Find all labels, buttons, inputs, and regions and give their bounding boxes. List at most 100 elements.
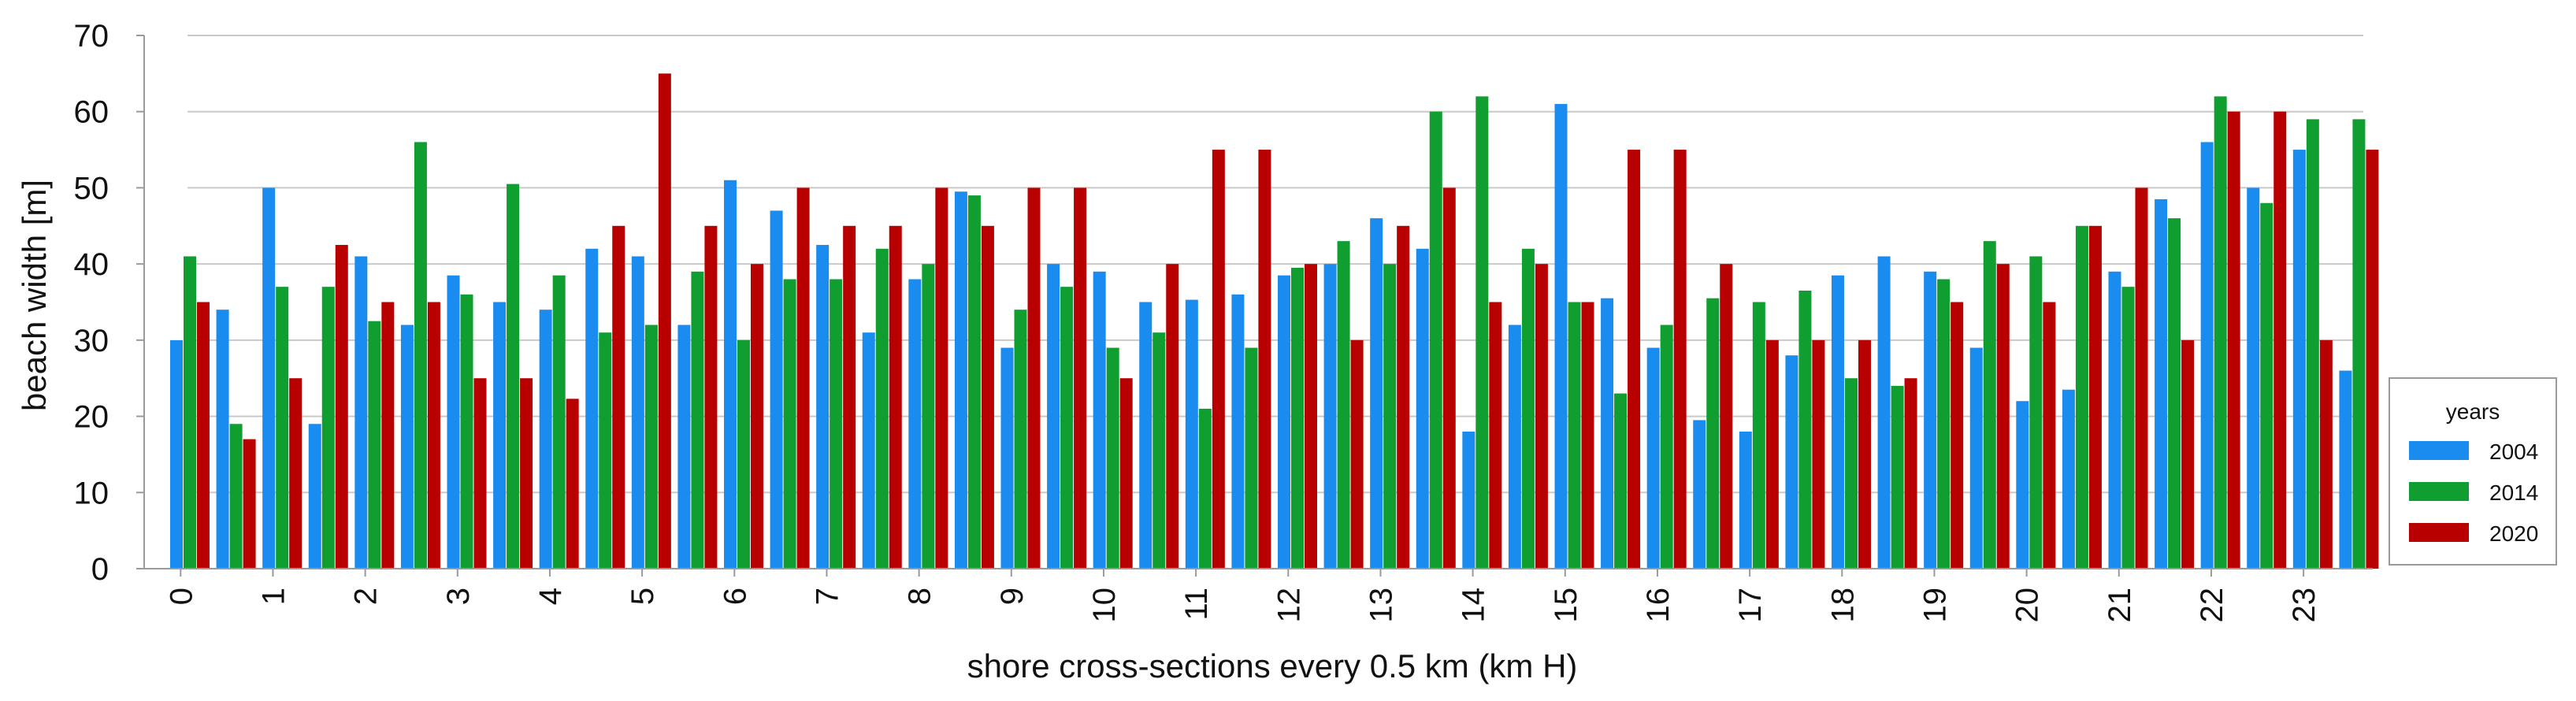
bar-2020-7 xyxy=(843,225,856,569)
x-tick-label: 23 xyxy=(2287,588,2322,623)
bar-2014-11 xyxy=(1198,408,1212,569)
bar-2020-17.5 xyxy=(1812,339,1825,569)
bar-2014-8.5 xyxy=(967,195,981,569)
legend-swatch-2020 xyxy=(2409,523,2469,542)
x-tick-label: 6 xyxy=(718,588,752,605)
bar-2020-2.5 xyxy=(427,302,440,569)
bar-2014-10.5 xyxy=(1153,332,1166,569)
bar-2020-0 xyxy=(197,302,210,569)
bar-2014-12.5 xyxy=(1337,241,1350,569)
bar-2020-9 xyxy=(1027,187,1041,569)
bar-2014-17 xyxy=(1752,302,1765,569)
bar-2014-6 xyxy=(737,339,750,569)
bar-2020-16 xyxy=(1673,150,1687,569)
legend-title: years xyxy=(2446,399,2500,424)
bar-2014-2.5 xyxy=(414,142,427,569)
bar-2020-23.5 xyxy=(2366,150,2379,569)
bar-2020-20.5 xyxy=(2088,225,2102,569)
bar-2004-3 xyxy=(447,275,460,569)
bar-2004-20.5 xyxy=(2062,389,2075,569)
bar-2004-11.5 xyxy=(1231,294,1245,569)
bar-2004-2 xyxy=(354,256,368,569)
bar-2004-5.5 xyxy=(677,325,691,569)
bar-2004-16.5 xyxy=(1693,420,1706,569)
bar-2020-15 xyxy=(1581,302,1594,569)
x-tick-label: 9 xyxy=(995,588,1030,605)
bar-2014-16.5 xyxy=(1706,298,1720,569)
bar-2020-18.5 xyxy=(1904,378,1917,569)
bar-2014-13 xyxy=(1383,264,1397,569)
bar-2020-4.5 xyxy=(612,225,625,569)
bar-2004-5 xyxy=(631,256,644,569)
x-tick-label: 12 xyxy=(1271,588,1306,623)
y-tick-label: 10 xyxy=(74,476,109,510)
bar-2020-0.5 xyxy=(243,439,256,569)
bar-2020-21.5 xyxy=(2181,339,2195,569)
bar-2004-18.5 xyxy=(1877,256,1891,569)
bar-series-group xyxy=(170,73,2379,569)
bar-2020-16.5 xyxy=(1720,264,1733,569)
bar-2020-6 xyxy=(751,264,763,569)
bar-2004-12.5 xyxy=(1323,264,1337,569)
y-tick-label: 50 xyxy=(74,171,109,206)
bar-2004-6 xyxy=(724,180,737,569)
bar-2004-14.5 xyxy=(1508,325,1521,569)
bar-2004-1 xyxy=(262,187,276,569)
bar-2020-22.5 xyxy=(2273,111,2287,569)
bar-2004-21.5 xyxy=(2155,198,2168,569)
bar-2004-17 xyxy=(1739,431,1752,569)
x-tick-label: 17 xyxy=(1733,588,1768,623)
x-tick-label: 2 xyxy=(349,588,384,605)
bar-2020-5.5 xyxy=(704,225,718,569)
y-tick-label: 30 xyxy=(74,324,109,358)
bar-2020-14 xyxy=(1489,302,1502,569)
bar-2004-8.5 xyxy=(954,191,967,569)
bar-2020-8.5 xyxy=(981,225,994,569)
legend-swatch-2004 xyxy=(2409,441,2469,460)
bar-2014-3.5 xyxy=(507,184,520,569)
x-tick-label: 5 xyxy=(625,588,660,605)
bar-2004-19 xyxy=(1924,271,1937,569)
bar-2004-0.5 xyxy=(216,310,229,569)
bar-2004-14 xyxy=(1462,431,1475,569)
bar-2004-2.5 xyxy=(400,325,414,569)
legend-swatch-2014 xyxy=(2409,482,2469,501)
series-2014 xyxy=(184,96,2366,569)
x-tick-label: 7 xyxy=(810,588,844,605)
y-axis-title: beach width [m] xyxy=(16,180,53,411)
x-tick-label: 3 xyxy=(441,588,476,605)
bar-2004-9 xyxy=(1000,347,1014,569)
bar-2020-21 xyxy=(2135,187,2148,569)
bar-2020-13.5 xyxy=(1442,187,1456,569)
x-tick-label: 16 xyxy=(1641,588,1676,623)
x-tick-label: 15 xyxy=(1549,588,1583,623)
bar-2014-15 xyxy=(1568,302,1581,569)
bar-2004-7.5 xyxy=(862,332,875,569)
bar-2020-1.5 xyxy=(335,244,348,569)
bar-2020-11.5 xyxy=(1258,150,1271,569)
bar-2014-17.5 xyxy=(1798,290,1812,569)
y-tick-label: 20 xyxy=(74,400,109,435)
bar-2020-10.5 xyxy=(1166,264,1179,569)
bar-2020-4 xyxy=(566,399,579,569)
bar-2020-9.5 xyxy=(1074,187,1087,569)
y-tick-label: 70 xyxy=(74,19,109,54)
bar-2014-19.5 xyxy=(1983,241,1996,569)
bar-2004-9.5 xyxy=(1047,264,1060,569)
bar-2014-6.5 xyxy=(783,279,796,569)
bar-2014-5 xyxy=(644,325,658,569)
bar-2004-23 xyxy=(2292,150,2306,569)
bar-2020-19 xyxy=(1951,302,1964,569)
bar-2020-15.5 xyxy=(1628,150,1641,569)
series-2004 xyxy=(170,104,2352,569)
x-tick-label: 0 xyxy=(164,588,199,605)
bar-2004-15.5 xyxy=(1601,298,1614,569)
bar-2004-3.5 xyxy=(493,302,507,569)
x-tick-label: 20 xyxy=(2010,588,2045,623)
x-tick-label: 8 xyxy=(903,588,937,605)
bar-2004-13 xyxy=(1370,218,1383,569)
bar-2014-14 xyxy=(1475,96,1489,569)
bar-2014-23 xyxy=(2306,119,2319,569)
bar-2014-14.5 xyxy=(1521,248,1535,569)
bar-2014-22.5 xyxy=(2260,202,2273,569)
